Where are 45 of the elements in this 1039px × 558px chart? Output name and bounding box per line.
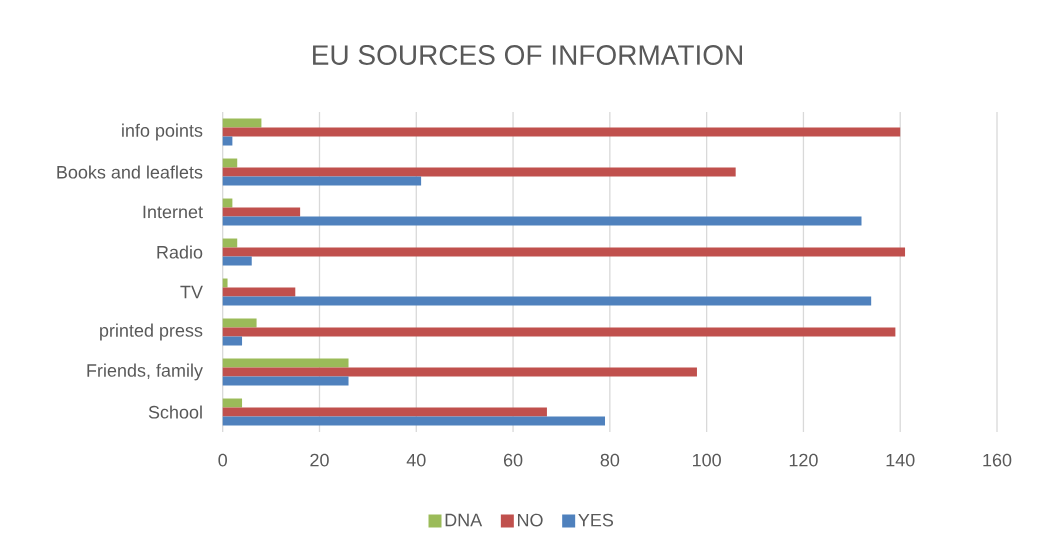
bar [222,136,233,146]
bar [222,327,896,337]
x-tick-label: 160 [983,453,1012,467]
x-tick-label: 140 [886,453,915,467]
legend-label: DNA [445,513,483,527]
x-tick-label: 60 [503,453,523,467]
bar [222,278,228,288]
x-tick-label: 20 [310,453,329,467]
y-tick-label: info points [122,123,203,141]
bar [222,118,262,128]
x-tick-label: 40 [406,453,426,467]
y-tick-label: TV [180,285,203,299]
legend-label: YES [578,513,614,527]
y-tick-label: Books and leaflets [57,165,203,179]
bar [222,167,736,177]
bar [222,256,252,266]
bar [222,207,301,217]
y-tick-label: printed press [100,323,203,341]
x-tick-label: 80 [600,453,620,467]
bar [222,358,349,368]
bar [222,247,906,257]
bar [222,376,349,386]
bar [222,158,238,168]
chart-title: EU SOURCES OF INFORMATION [313,45,742,65]
y-tick-label: Friends, family [87,363,203,381]
bar [222,336,243,346]
bar [222,176,422,186]
bar [222,318,257,328]
y-tick-label: School [148,405,202,419]
bar [222,287,296,297]
y-tick-label: Internet [143,205,203,219]
y-tick-label: Radio [157,245,203,259]
x-tick-label: 0 [218,453,227,467]
bar [222,398,243,408]
legend-label: NO [517,513,543,527]
x-tick-label: 120 [789,453,818,467]
bar [222,367,697,377]
bar [222,296,872,306]
bar [222,198,233,208]
bar [222,416,606,426]
x-tick-label: 100 [693,453,721,467]
bar [222,238,238,248]
bar [222,407,547,417]
bar [222,127,901,137]
bar [222,216,862,226]
